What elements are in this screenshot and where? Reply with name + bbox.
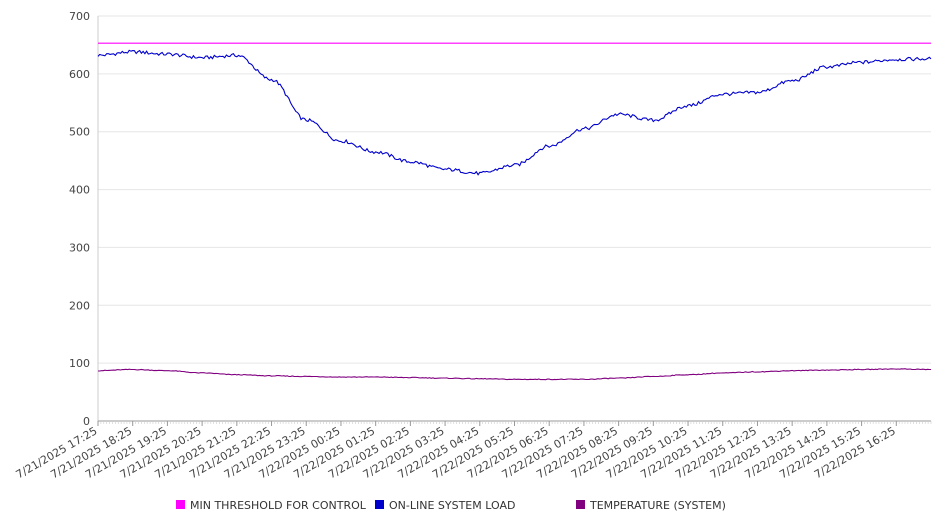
series-line-1 [97, 49, 932, 176]
y-tick-label: 500 [69, 126, 90, 139]
y-tick-label: 400 [69, 184, 90, 197]
series [97, 42, 932, 381]
y-tick-label: 100 [69, 357, 90, 370]
legend-swatch [176, 500, 185, 509]
legend-label: MIN THRESHOLD FOR CONTROL [190, 499, 367, 512]
y-tick-label: 300 [69, 241, 90, 254]
y-tick-label: 200 [69, 299, 90, 312]
legend-label: ON-LINE SYSTEM LOAD [389, 499, 515, 512]
legend: MIN THRESHOLD FOR CONTROL ON-LINE SYSTEM … [176, 499, 726, 512]
series-line-2 [98, 368, 931, 381]
y-tick-label: 600 [69, 68, 90, 81]
legend-swatch [375, 500, 384, 509]
y-tick-label: 700 [69, 10, 90, 23]
legend-swatch [576, 500, 585, 509]
grid [98, 15, 931, 364]
legend-label: TEMPERATURE (SYSTEM) [589, 499, 726, 512]
y-tick-label: 0 [83, 415, 90, 428]
